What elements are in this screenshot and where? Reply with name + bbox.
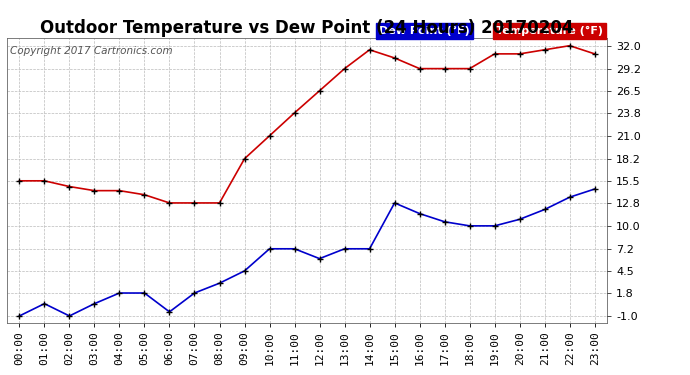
Text: Dew Point (°F): Dew Point (°F): [379, 26, 470, 36]
Text: Temperature (°F): Temperature (°F): [496, 26, 603, 36]
Title: Outdoor Temperature vs Dew Point (24 Hours) 20170204: Outdoor Temperature vs Dew Point (24 Hou…: [40, 20, 574, 38]
Text: Copyright 2017 Cartronics.com: Copyright 2017 Cartronics.com: [10, 46, 172, 56]
